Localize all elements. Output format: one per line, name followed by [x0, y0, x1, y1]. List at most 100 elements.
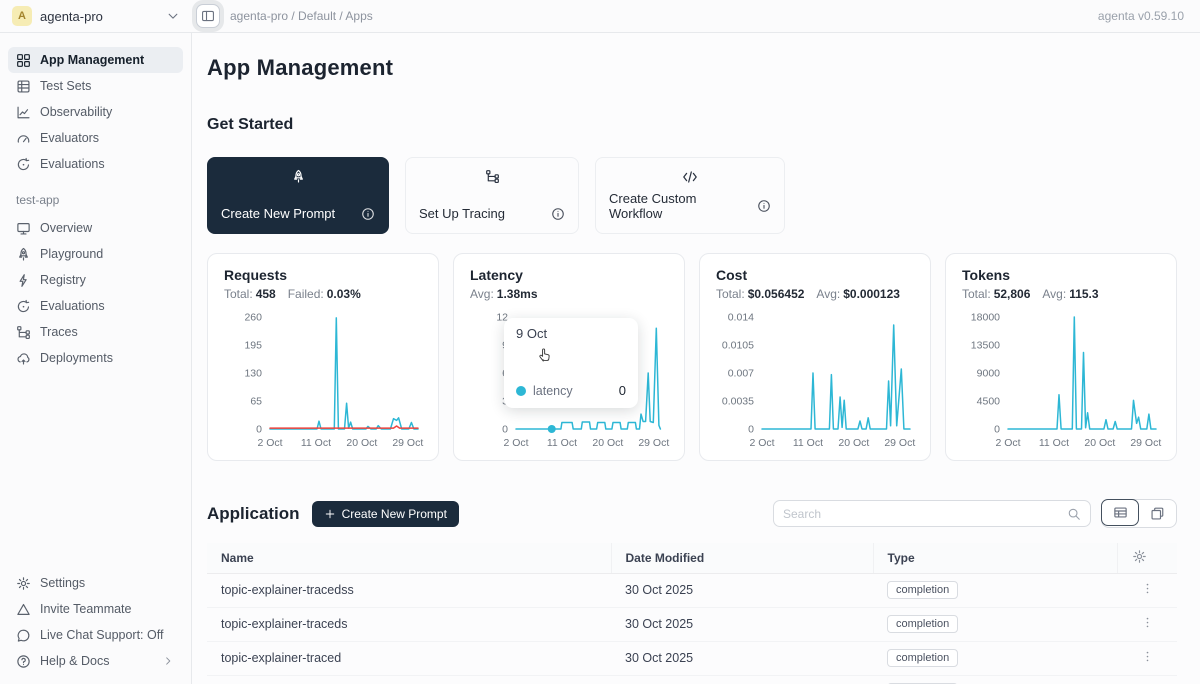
cost-chart[interactable]: 00.00350.0070.01050.0142 Oct11 Oct20 Oct… — [716, 307, 916, 453]
latency-metric-card: Latency Avg:1.38ms 0369122 Oct11 Oct20 O… — [453, 253, 685, 461]
app-name-cell[interactable]: career-assessment — [207, 675, 611, 684]
breadcrumb[interactable]: agenta-pro / Default / Apps — [230, 9, 373, 23]
svg-text:0.0105: 0.0105 — [722, 340, 754, 352]
svg-text:0: 0 — [994, 424, 1000, 436]
svg-text:0: 0 — [256, 424, 262, 436]
info-icon[interactable] — [757, 199, 771, 213]
application-header: Application Create New Prompt — [207, 499, 1177, 528]
info-icon[interactable] — [551, 207, 565, 221]
sidebar-item-label: Evaluations — [40, 299, 105, 313]
code-icon — [609, 169, 771, 185]
table-row[interactable]: career-assessment 27 Oct 2025 completion — [207, 675, 1177, 684]
metric-title: Tokens — [962, 267, 1160, 283]
sidebar-item-playground[interactable]: Playground — [8, 241, 183, 267]
date-modified-cell: 30 Oct 2025 — [611, 573, 873, 607]
sidebar-item-help-docs[interactable]: Help & Docs — [8, 648, 183, 674]
sidebar-item-label: Evaluators — [40, 131, 99, 145]
start-card-label: Set Up Tracing — [419, 206, 505, 221]
chat-icon — [16, 628, 31, 643]
type-cell: completion — [873, 607, 1117, 641]
chart-area: 00.00350.0070.01050.0142 Oct11 Oct20 Oct… — [716, 307, 914, 456]
workspace-name: agenta-pro — [40, 9, 158, 24]
tooltip-value: 0 — [619, 383, 626, 398]
bolt-icon — [16, 273, 31, 288]
metric-stat: Total:$0.056452 — [716, 287, 804, 301]
column-header-name[interactable]: Name — [207, 543, 611, 573]
table-row[interactable]: topic-explainer-tracedss 30 Oct 2025 com… — [207, 573, 1177, 607]
sidebar-item-label: Overview — [40, 221, 92, 235]
table-settings-icon[interactable] — [1132, 549, 1147, 564]
sidebar-item-label: Settings — [40, 576, 85, 590]
row-menu-icon[interactable] — [1141, 650, 1154, 663]
info-icon[interactable] — [361, 207, 375, 221]
sidebar-item-label: Evaluations — [40, 157, 105, 171]
tokens-chart[interactable]: 04500900013500180002 Oct11 Oct20 Oct29 O… — [962, 307, 1162, 453]
sidebar-item-app-management[interactable]: App Management — [8, 47, 183, 73]
type-badge: completion — [887, 649, 958, 667]
plus-icon — [324, 508, 336, 520]
search-box — [773, 500, 1091, 527]
create-new-prompt-card[interactable]: Create New Prompt — [207, 157, 389, 234]
sidebar-item-overview[interactable]: Overview — [8, 215, 183, 241]
app-name-cell[interactable]: topic-explainer-tracedss — [207, 573, 611, 607]
sidebar-item-deployments[interactable]: Deployments — [8, 345, 183, 371]
app-name-cell[interactable]: topic-explainer-traceds — [207, 607, 611, 641]
sidebar-item-live-chat-support-off[interactable]: Live Chat Support: Off — [8, 622, 183, 648]
refresh-icon — [16, 157, 31, 172]
sidebar-item-invite-teammate[interactable]: Invite Teammate — [8, 596, 183, 622]
app-name-cell[interactable]: topic-explainer-traced — [207, 641, 611, 675]
set-up-tracing-card[interactable]: Set Up Tracing — [405, 157, 579, 234]
sidebar-item-evaluators[interactable]: Evaluators — [8, 125, 183, 151]
sidebar-item-label: Observability — [40, 105, 112, 119]
create-new-prompt-button[interactable]: Create New Prompt — [312, 501, 459, 527]
sidebar-item-evaluations[interactable]: Evaluations — [8, 293, 183, 319]
sidebar-item-label: Traces — [40, 325, 78, 339]
svg-text:0: 0 — [502, 424, 508, 436]
svg-text:2 Oct: 2 Oct — [503, 437, 528, 449]
sidebar-item-settings[interactable]: Settings — [8, 570, 183, 596]
sidebar-item-observability[interactable]: Observability — [8, 99, 183, 125]
table-row[interactable]: topic-explainer-traced 30 Oct 2025 compl… — [207, 641, 1177, 675]
page-title: App Management — [207, 55, 1177, 81]
column-header-date-modified[interactable]: Date Modified — [611, 543, 873, 573]
svg-text:29 Oct: 29 Oct — [884, 437, 915, 449]
row-menu-icon[interactable] — [1141, 582, 1154, 595]
sidebar-section-label: test-app — [16, 193, 175, 207]
svg-text:11 Oct: 11 Oct — [793, 437, 823, 449]
requests-chart[interactable]: 0651301952602 Oct11 Oct20 Oct29 Oct — [224, 307, 424, 453]
sidebar-item-label: Live Chat Support: Off — [40, 628, 163, 642]
table-view-button[interactable] — [1101, 499, 1139, 526]
sidebar: App Management Test Sets Observability E… — [0, 33, 192, 684]
start-card-label: Create Custom Workflow — [609, 191, 735, 221]
version-label: agenta v0.59.10 — [1098, 9, 1200, 23]
metric-stat: Avg:$0.000123 — [816, 287, 900, 301]
cursor-icon — [536, 345, 555, 367]
grid-icon — [16, 53, 31, 68]
row-menu-icon[interactable] — [1141, 616, 1154, 629]
sidebar-item-test-sets[interactable]: Test Sets — [8, 73, 183, 99]
workspace-selector[interactable]: A agenta-pro — [0, 6, 192, 26]
triangle-icon — [16, 602, 31, 617]
table-row[interactable]: topic-explainer-traceds 30 Oct 2025 comp… — [207, 607, 1177, 641]
column-header-type[interactable]: Type — [873, 543, 1117, 573]
create-custom-workflow-card[interactable]: Create Custom Workflow — [595, 157, 785, 234]
requests-metric-card: Requests Total:458Failed:0.03% 065130195… — [207, 253, 439, 461]
sidebar-item-label: Help & Docs — [40, 654, 109, 668]
metric-stat: Total:458 — [224, 287, 276, 301]
card-view-button[interactable] — [1138, 500, 1176, 527]
svg-text:0.007: 0.007 — [728, 368, 754, 380]
sidebar-app-nav: Overview Playground Registry Evaluations… — [8, 215, 183, 371]
sidebar-item-registry[interactable]: Registry — [8, 267, 183, 293]
search-input[interactable] — [783, 507, 1067, 521]
sidebar-item-evaluations[interactable]: Evaluations — [8, 151, 183, 177]
svg-text:2 Oct: 2 Oct — [257, 437, 282, 449]
chevron-right-icon — [160, 655, 175, 667]
help-icon — [16, 654, 31, 669]
application-title: Application — [207, 504, 300, 524]
sidebar-toggle-button[interactable] — [196, 4, 220, 28]
svg-text:13500: 13500 — [971, 340, 1000, 352]
chevron-down-icon — [166, 9, 180, 23]
card-view-icon — [1150, 506, 1165, 521]
metric-stat: Avg:115.3 — [1042, 287, 1098, 301]
sidebar-item-traces[interactable]: Traces — [8, 319, 183, 345]
